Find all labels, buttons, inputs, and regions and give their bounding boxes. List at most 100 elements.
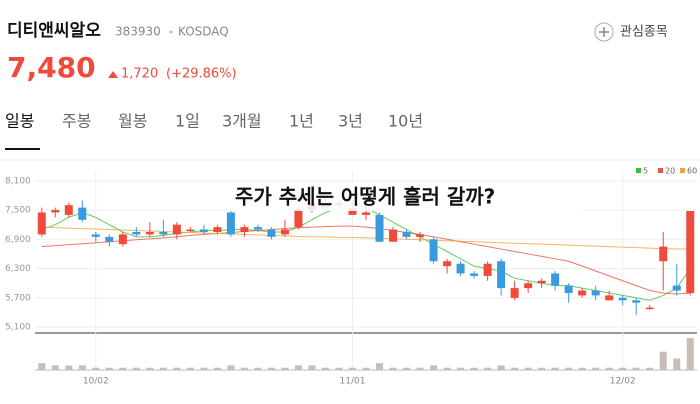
volume-bar	[389, 367, 397, 370]
watch-button[interactable]: 관심종목	[594, 22, 668, 42]
candle-body	[429, 239, 438, 262]
volume-bar	[416, 367, 424, 370]
candle-body	[672, 285, 681, 291]
tab[interactable]: 1일	[175, 112, 200, 131]
candle-body	[118, 234, 127, 245]
legend-swatch	[658, 168, 663, 173]
volume-bar	[38, 363, 46, 370]
candle-body	[226, 212, 235, 235]
title-backdrop	[228, 183, 582, 211]
volume-bar	[578, 367, 586, 370]
y-tick-label: 7,500	[5, 206, 31, 216]
candle-body	[564, 285, 573, 293]
volume-bar	[430, 365, 438, 370]
volume-bar	[511, 367, 519, 370]
volume-bar	[294, 365, 302, 370]
y-tick-label: 6,900	[5, 235, 31, 245]
volume-bar	[538, 367, 546, 370]
volume-bar	[186, 367, 194, 370]
volume-bar	[105, 367, 113, 370]
candle-body	[78, 207, 87, 220]
candle-body	[362, 212, 370, 215]
candle-body	[51, 210, 60, 213]
volume-bar	[524, 367, 532, 370]
candle-body	[389, 229, 398, 242]
candle-body	[618, 297, 627, 301]
stock-market: KOSDAQ	[178, 25, 229, 39]
candle-body	[402, 231, 411, 237]
tab[interactable]: 3개월	[222, 112, 262, 131]
candle-body	[416, 234, 425, 237]
volume-bar	[632, 367, 640, 370]
candle-body	[172, 224, 181, 235]
volume-bar	[659, 351, 667, 370]
candle-body	[497, 261, 506, 289]
tab[interactable]: 일봉	[5, 112, 34, 131]
volume-bar	[267, 367, 275, 370]
volume-bar	[92, 367, 100, 370]
volume-bar	[281, 367, 289, 370]
volume-bar	[457, 367, 465, 370]
volume-bar	[619, 367, 627, 370]
volume-bar	[321, 367, 329, 370]
x-tick-label: 11/01	[340, 377, 366, 387]
moving-average	[41, 225, 691, 295]
chart-title: 주가 추세는 어떻게 흘러 갈까?	[235, 185, 495, 209]
volume-bar	[443, 367, 451, 370]
x-tick-label: 12/02	[610, 377, 636, 387]
volume-bar	[132, 367, 140, 370]
volume-bar	[673, 358, 681, 370]
volume-bar	[484, 367, 492, 370]
candle-body	[591, 290, 600, 296]
legend-swatch	[636, 168, 641, 173]
y-tick-label: 8,100	[5, 176, 31, 186]
candle-body	[578, 290, 587, 296]
volume-bar	[159, 367, 167, 370]
volume-bar	[592, 367, 600, 370]
candle-body	[443, 261, 452, 267]
legend-label: 5	[643, 167, 648, 176]
volume-bar	[308, 365, 316, 370]
candle-body	[348, 207, 357, 215]
legend-label: 20	[665, 167, 675, 176]
price-change-pct: (+29.86%)	[166, 67, 237, 82]
tab[interactable]: 3년	[338, 112, 363, 131]
candle-body	[470, 273, 479, 276]
legend-label: 60	[687, 167, 697, 176]
candle-body	[551, 273, 560, 286]
volume-bar	[240, 367, 248, 370]
volume-bar	[213, 367, 221, 370]
tab[interactable]: 월봉	[118, 112, 147, 131]
tab[interactable]: 1년	[289, 112, 314, 131]
candle-body	[524, 283, 533, 289]
candle-body	[510, 288, 519, 298]
volume-bar	[146, 367, 154, 370]
candle-body	[375, 214, 384, 242]
price-change: 1,720	[121, 67, 158, 82]
candle-body	[91, 234, 100, 237]
volume-bar	[686, 338, 694, 370]
candle-body	[159, 231, 168, 235]
candle-body	[267, 229, 276, 237]
candle-body	[483, 263, 492, 276]
candle-body	[659, 246, 668, 262]
volume-bar	[470, 367, 478, 370]
candle-body	[253, 227, 262, 230]
candle-body	[105, 236, 114, 242]
candle-body	[132, 231, 141, 235]
volume-bar	[376, 363, 384, 370]
candle-body	[186, 229, 195, 232]
tab[interactable]: 주봉	[62, 112, 91, 131]
tab[interactable]: 10년	[388, 112, 423, 131]
x-tick-label: 10/02	[83, 377, 109, 387]
volume-bar	[200, 367, 208, 370]
candle-body	[240, 227, 249, 232]
volume-bar	[119, 367, 127, 370]
y-tick-label: 5,700	[5, 293, 31, 303]
candle-body	[64, 205, 73, 215]
candle-body	[213, 227, 222, 232]
plus	[599, 27, 609, 37]
candle-body	[537, 280, 546, 284]
volume-bar	[565, 367, 573, 370]
